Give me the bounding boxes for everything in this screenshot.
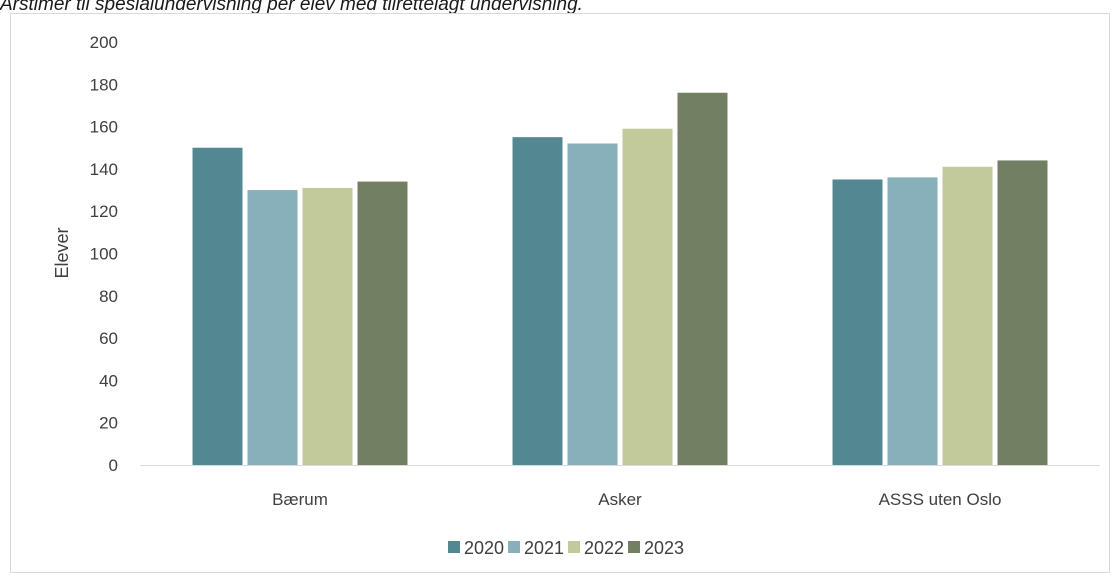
bar bbox=[567, 143, 618, 465]
legend-swatch bbox=[448, 541, 460, 553]
bar bbox=[887, 177, 938, 466]
y-tick-label: 0 bbox=[109, 456, 118, 475]
bar bbox=[247, 190, 298, 466]
legend-swatch bbox=[628, 541, 640, 553]
category-labels: Bærum Asker ASSS uten Oslo bbox=[272, 490, 1001, 509]
y-tick-label: 180 bbox=[90, 75, 118, 94]
bar bbox=[357, 181, 408, 465]
y-tick-label: 80 bbox=[99, 287, 118, 306]
category-label: Bærum bbox=[272, 490, 328, 509]
y-tick-label: 200 bbox=[90, 33, 118, 52]
chart-title: Årstimer til spesialundervisning per ele… bbox=[0, 0, 583, 15]
y-tick-label: 20 bbox=[99, 414, 118, 433]
bar bbox=[512, 137, 563, 466]
bar bbox=[622, 128, 673, 465]
legend-label: 2020 bbox=[464, 538, 504, 558]
bar bbox=[832, 179, 883, 465]
y-axis-ticks: 0 20 40 60 80 100 120 140 160 180 200 bbox=[90, 33, 118, 475]
y-tick-label: 60 bbox=[99, 329, 118, 348]
y-tick-label: 160 bbox=[90, 118, 118, 137]
bar bbox=[677, 92, 728, 465]
legend-swatch bbox=[568, 541, 580, 553]
category-label: Asker bbox=[598, 490, 642, 509]
legend-label: 2023 bbox=[644, 538, 684, 558]
chart-frame bbox=[10, 13, 1110, 573]
y-axis-label: Elever bbox=[52, 227, 72, 278]
legend-label: 2021 bbox=[524, 538, 564, 558]
legend-swatch bbox=[508, 541, 520, 553]
bar bbox=[997, 160, 1048, 465]
bar bbox=[192, 147, 243, 465]
y-tick-label: 120 bbox=[90, 202, 118, 221]
bar bbox=[942, 166, 993, 465]
y-tick-label: 40 bbox=[99, 371, 118, 390]
category-label: ASSS uten Oslo bbox=[879, 490, 1002, 509]
bar bbox=[302, 187, 353, 465]
legend: 2020 2021 2022 2023 bbox=[448, 538, 684, 558]
legend-label: 2022 bbox=[584, 538, 624, 558]
bars-group bbox=[192, 92, 1048, 466]
y-tick-label: 140 bbox=[90, 160, 118, 179]
y-tick-label: 100 bbox=[90, 245, 118, 264]
